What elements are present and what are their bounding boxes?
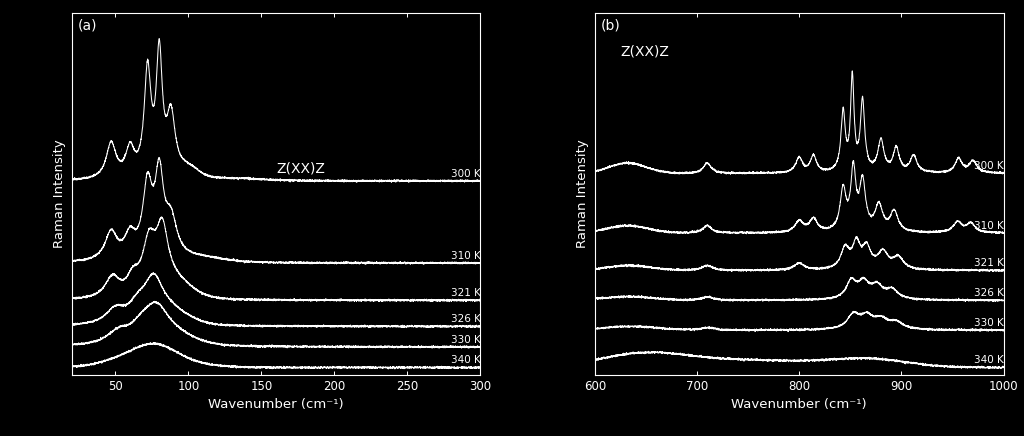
Text: Z(XX)Z: Z(XX)Z xyxy=(276,162,325,176)
Text: 300 K: 300 K xyxy=(451,169,480,179)
Text: (a): (a) xyxy=(78,18,97,33)
X-axis label: Wavenumber (cm⁻¹): Wavenumber (cm⁻¹) xyxy=(731,399,867,412)
Text: 340 K: 340 K xyxy=(974,355,1004,365)
Text: 310 K: 310 K xyxy=(451,251,480,261)
Y-axis label: Raman Intensity: Raman Intensity xyxy=(577,140,589,249)
Text: 330 K: 330 K xyxy=(451,335,480,345)
Text: 326 K: 326 K xyxy=(451,314,480,324)
Text: 300 K: 300 K xyxy=(974,161,1004,171)
Text: 340 K: 340 K xyxy=(451,355,480,365)
Y-axis label: Raman Intensity: Raman Intensity xyxy=(53,140,67,249)
Text: 310 K: 310 K xyxy=(974,221,1004,231)
Text: 326 K: 326 K xyxy=(974,288,1004,298)
X-axis label: Wavenumber (cm⁻¹): Wavenumber (cm⁻¹) xyxy=(208,399,344,412)
Text: 321 K: 321 K xyxy=(451,288,480,298)
Text: 330 K: 330 K xyxy=(974,318,1004,328)
Text: 321 K: 321 K xyxy=(974,258,1004,268)
Text: Z(XX)Z: Z(XX)Z xyxy=(621,44,670,58)
Text: (b): (b) xyxy=(601,18,621,33)
